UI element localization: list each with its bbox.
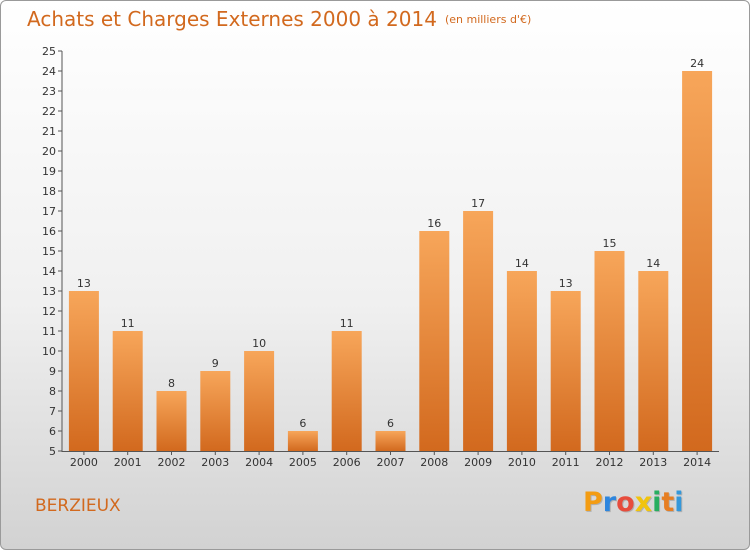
y-tick-label: 19	[42, 165, 56, 178]
logo-letter: i	[652, 487, 662, 518]
data-label-2006: 11	[340, 317, 354, 330]
y-tick-label: 16	[42, 225, 56, 238]
y-tick-label: 8	[49, 385, 56, 398]
axes: 5 6 7 8 9 10 11 12 13 14 15 16 17 18 19 20 21 22 23 24 25 200…	[42, 45, 719, 469]
y-tick-label: 14	[42, 265, 56, 278]
bar-2010[interactable]	[506, 271, 537, 451]
y-tick-label: 6	[49, 425, 56, 438]
bar-2005[interactable]	[287, 431, 318, 451]
x-tick-label-2000: 2000	[70, 456, 98, 469]
y-tick-label: 18	[42, 185, 56, 198]
x-tick-label-2003: 2003	[201, 456, 229, 469]
data-label-2007: 6	[387, 417, 394, 430]
x-tick-label-2007: 2007	[377, 456, 405, 469]
bar-2002[interactable]	[156, 391, 187, 451]
data-label-2014: 24	[690, 57, 704, 70]
x-tick-label-2008: 2008	[420, 456, 448, 469]
y-tick-label: 24	[42, 65, 56, 78]
bar-2001[interactable]	[112, 331, 143, 451]
y-tick-label: 12	[42, 305, 56, 318]
data-label-2012: 15	[603, 237, 617, 250]
data-label-2000: 13	[77, 277, 91, 290]
bars	[68, 71, 713, 451]
bar-2007[interactable]	[375, 431, 406, 451]
data-label-2002: 8	[168, 377, 175, 390]
bar-2014[interactable]	[682, 71, 713, 451]
data-label-2009: 17	[471, 197, 485, 210]
chart-title: Achats et Charges Externes 2000 à 2014 (e…	[27, 7, 531, 31]
data-label-2011: 13	[559, 277, 573, 290]
bar-2008[interactable]	[419, 231, 450, 451]
logo-letter: P	[583, 487, 603, 518]
y-tick-label: 13	[42, 285, 56, 298]
y-tick-label: 22	[42, 105, 56, 118]
data-label-2003: 9	[212, 357, 219, 370]
y-tick-label: 9	[49, 365, 56, 378]
y-tick-label: 23	[42, 85, 56, 98]
x-tick-label-2012: 2012	[596, 456, 624, 469]
y-tick-label: 15	[42, 245, 56, 258]
x-tick-label-2013: 2013	[639, 456, 667, 469]
bar-2003[interactable]	[200, 371, 231, 451]
x-tick-label-2005: 2005	[289, 456, 317, 469]
y-tick-label: 10	[42, 345, 56, 358]
bar-2004[interactable]	[244, 351, 275, 451]
bar-2011[interactable]	[550, 291, 581, 451]
data-label-2008: 16	[427, 217, 441, 230]
logo-letter: t	[661, 487, 675, 518]
y-tick-label: 17	[42, 205, 56, 218]
bar-2012[interactable]	[594, 251, 625, 451]
y-tick-label: 5	[49, 445, 56, 458]
x-tick-label-2006: 2006	[333, 456, 361, 469]
chart-unit: (en milliers d'€)	[444, 13, 532, 26]
x-tick-label-2009: 2009	[464, 456, 492, 469]
bar-2009[interactable]	[463, 211, 494, 451]
x-tick-label-2001: 2001	[114, 456, 142, 469]
data-label-2010: 14	[515, 257, 529, 270]
x-tick-label-2011: 2011	[552, 456, 580, 469]
chart-title-text: Achats et Charges Externes 2000 à 2014	[27, 7, 437, 31]
bar-2000[interactable]	[68, 291, 99, 451]
commune-name: BERZIEUX	[35, 496, 121, 516]
x-tick-label-2004: 2004	[245, 456, 273, 469]
proxiti-logo[interactable]: Proxiti	[583, 487, 684, 518]
x-tick-label-2014: 2014	[683, 456, 711, 469]
bar-2006[interactable]	[331, 331, 362, 451]
logo-letter: x	[634, 487, 653, 518]
logo-letter: o	[616, 487, 635, 518]
y-tick-label: 11	[42, 325, 56, 338]
data-label-2001: 11	[121, 317, 135, 330]
data-label-2005: 6	[299, 417, 306, 430]
x-tick-label-2002: 2002	[158, 456, 186, 469]
labels: 13 11 8 9 10 6 11 6 16 17 14 13 15 14 24	[77, 57, 704, 430]
y-tick-label: 25	[42, 45, 56, 58]
logo-letter: r	[602, 487, 617, 518]
y-tick-label: 7	[49, 405, 56, 418]
logo-letter: i	[674, 487, 684, 518]
y-tick-label: 21	[42, 125, 56, 138]
bar-2013[interactable]	[638, 271, 669, 451]
y-tick-label: 20	[42, 145, 56, 158]
data-label-2004: 10	[252, 337, 266, 350]
x-tick-label-2010: 2010	[508, 456, 536, 469]
data-label-2013: 14	[646, 257, 660, 270]
